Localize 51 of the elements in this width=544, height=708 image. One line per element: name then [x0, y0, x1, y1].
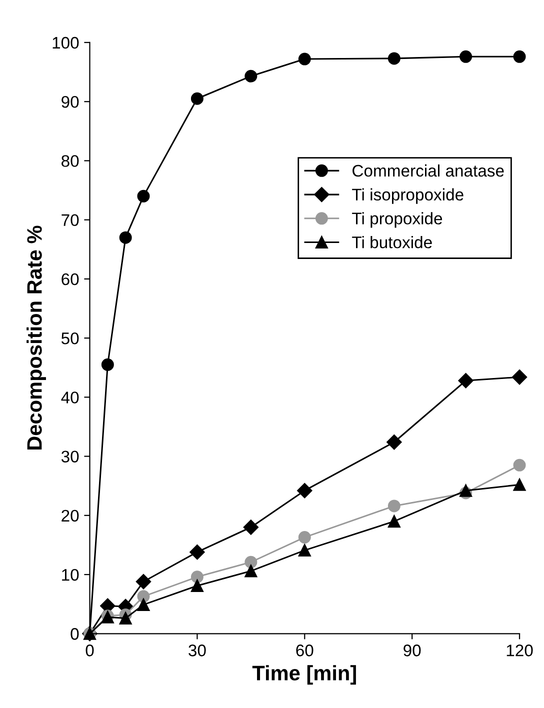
point — [136, 574, 152, 590]
point — [244, 556, 258, 568]
point — [119, 231, 132, 244]
point — [388, 52, 400, 65]
point — [513, 478, 526, 491]
y-tick-label: 30 — [61, 450, 79, 463]
x-tick-label: 0 — [86, 644, 94, 656]
legend-label: Ti propoxide — [352, 212, 442, 228]
y-tick-label: 60 — [62, 273, 79, 286]
point — [298, 531, 311, 544]
point — [190, 580, 204, 592]
point — [460, 484, 472, 497]
point — [388, 500, 400, 512]
point — [298, 52, 311, 66]
point — [244, 564, 258, 578]
y-tick-label: 0 — [70, 628, 79, 640]
point — [244, 70, 258, 82]
y-tick-label: 80 — [62, 155, 79, 167]
y-tick-label: 40 — [61, 392, 79, 404]
y-tick-label: 70 — [62, 214, 79, 226]
point — [190, 544, 205, 560]
point — [297, 483, 312, 498]
legend-label: Commercial anatase — [352, 164, 504, 177]
legend-label: Ti butoxide — [352, 236, 432, 248]
y-tick-label: 10 — [62, 568, 79, 581]
point — [190, 570, 204, 584]
x-tick-label: 90 — [404, 644, 421, 656]
x-tick-label: 30 — [188, 644, 206, 656]
point — [190, 92, 204, 105]
y-tick-label: 20 — [62, 510, 79, 522]
point — [243, 520, 258, 535]
y-tick-label: 100 — [52, 36, 79, 49]
point — [386, 434, 402, 450]
point — [513, 458, 526, 472]
point — [101, 358, 114, 371]
x-tick-label: 60 — [296, 644, 314, 656]
point — [298, 544, 311, 557]
y-axis-title: Decomposition Rate % — [26, 226, 46, 450]
x-axis-title: Time [min] — [252, 665, 356, 685]
point — [460, 50, 472, 63]
point — [388, 515, 400, 528]
point — [137, 190, 150, 202]
point — [458, 373, 474, 388]
y-tick-label: 90 — [62, 96, 79, 108]
point — [512, 370, 528, 385]
point — [119, 612, 132, 625]
y-tick-label: 50 — [61, 332, 79, 344]
point — [513, 50, 526, 63]
point — [137, 598, 150, 611]
legend-label: Ti isopropoxide — [352, 188, 464, 204]
x-tick-label: 120 — [506, 644, 533, 656]
